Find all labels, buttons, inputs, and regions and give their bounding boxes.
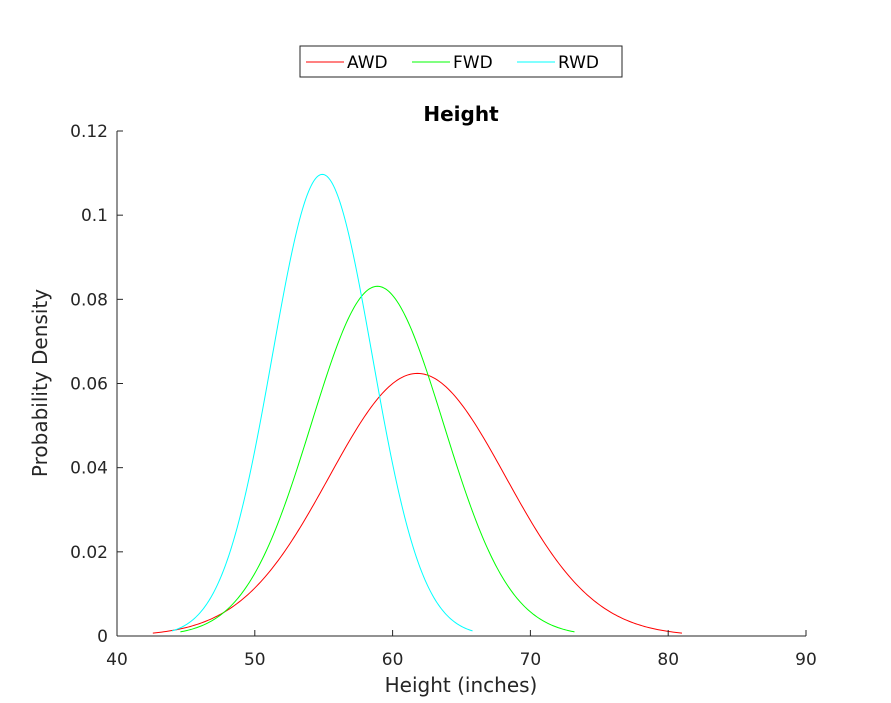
x-tick-label: 70	[520, 650, 542, 670]
series-line-awd	[152, 372, 683, 634]
x-tick-label: 40	[106, 650, 128, 670]
y-axis-label: Probability Density	[28, 289, 52, 477]
y-tick-label: 0.08	[70, 290, 108, 310]
y-tick-label: 0.02	[70, 543, 108, 563]
legend-label-rwd: RWD	[558, 53, 599, 73]
legend-box	[299, 45, 623, 78]
x-tick-label: 50	[244, 650, 266, 670]
y-ticks: 0 0.02 0.04 0.06 0.08 0.1 0.12	[70, 122, 123, 647]
y-tick-label: 0.12	[70, 122, 108, 142]
x-tick-label: 80	[657, 650, 679, 670]
legend-label-awd: AWD	[347, 53, 388, 73]
chart-title: Height	[423, 102, 499, 126]
series-layer	[152, 173, 683, 634]
axes	[116, 131, 806, 637]
y-tick-label: 0.06	[70, 375, 108, 395]
x-tick-label: 60	[382, 650, 404, 670]
x-ticks: 40 50 60 70 80 90	[106, 630, 817, 670]
series-line-fwd	[180, 285, 575, 633]
legend-label-fwd: FWD	[453, 53, 493, 73]
legend: AWD FWD RWD	[299, 45, 623, 78]
series-line-rwd	[171, 173, 473, 632]
x-axis-label: Height (inches)	[385, 673, 538, 697]
y-tick-label: 0.04	[70, 459, 108, 479]
y-tick-label: 0	[97, 627, 108, 647]
x-tick-label: 90	[795, 650, 817, 670]
y-tick-label: 0.1	[81, 206, 108, 226]
